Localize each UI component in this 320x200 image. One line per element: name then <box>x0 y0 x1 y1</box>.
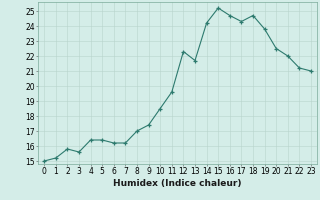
X-axis label: Humidex (Indice chaleur): Humidex (Indice chaleur) <box>113 179 242 188</box>
